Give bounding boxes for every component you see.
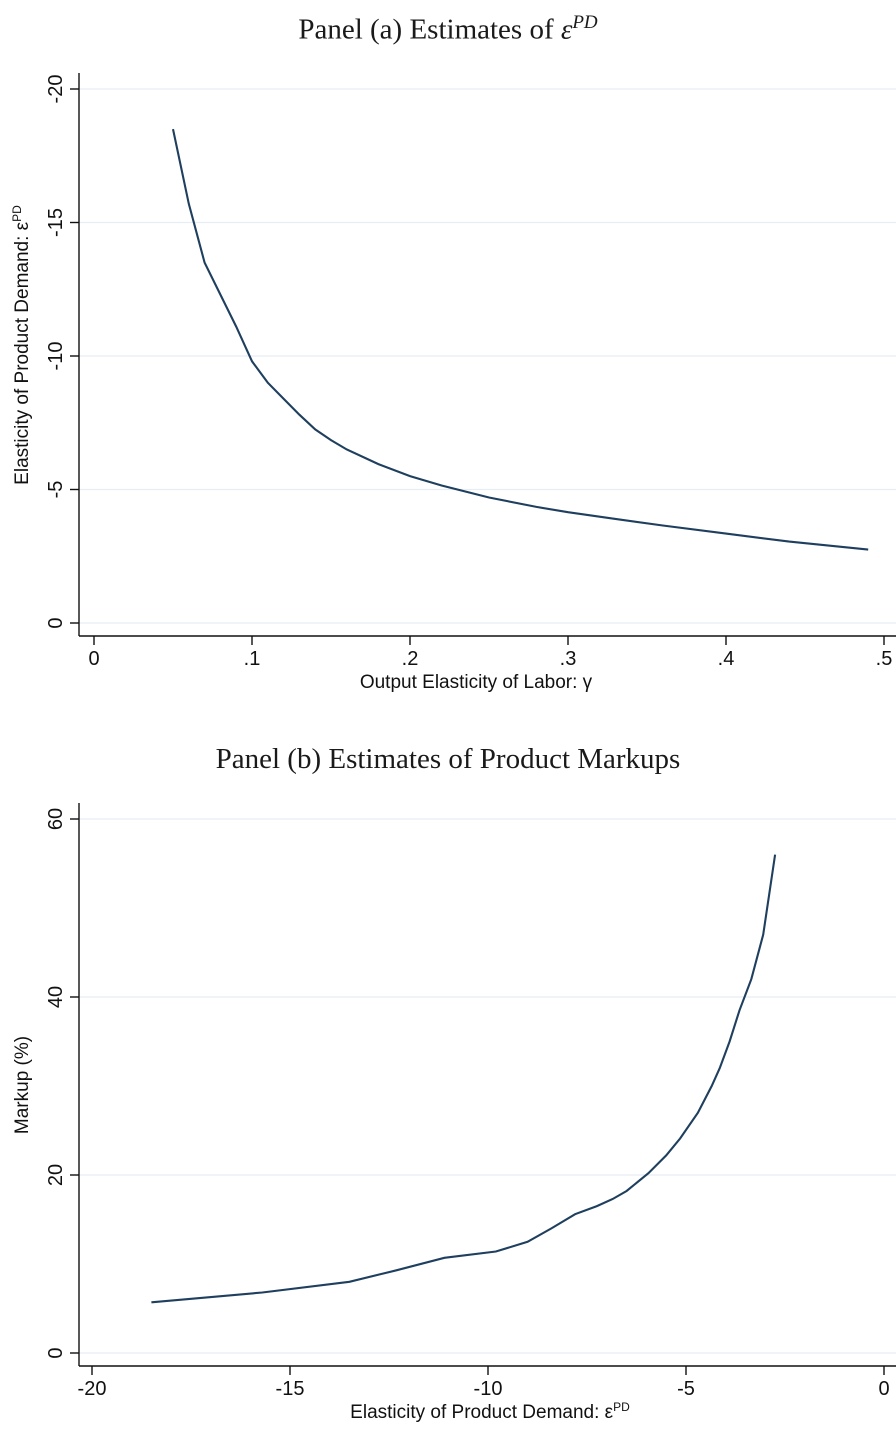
- panel-a-y-axis-title: Elasticity of Product Demand: εPD: [10, 205, 33, 485]
- panel-a-x-tick-label-2: .2: [402, 648, 419, 670]
- panel-b-x-tick-label-4: 0: [878, 1378, 889, 1400]
- panel-b-x-axis-title: Elasticity of Product Demand: εPD: [350, 1400, 630, 1423]
- panel-a-y-tick-label-4: -20: [45, 75, 67, 104]
- panel-a-y-tick-label-3: -15: [45, 208, 67, 237]
- panel-a-y-tick-label-0: 0: [45, 617, 67, 628]
- panel-b-y-axis-title: Markup (%): [12, 1036, 33, 1134]
- panel-a-x-tick-label-0: 0: [88, 648, 99, 670]
- panel-a-y-tick-label-1: -5: [45, 481, 67, 499]
- panel-b-x-axis-title-sup: PD: [613, 1400, 630, 1414]
- panel-a-x-tick-label-5: .5: [876, 648, 893, 670]
- panel-a-y-tick-label-2: -10: [45, 342, 67, 371]
- panel-a-chart: 0 -5 -10 -15 -20 0 .1 .2 .3 .4 .5 Output Elasticity…: [10, 73, 896, 693]
- panel-b-x-tick-label-3: -5: [677, 1378, 695, 1400]
- panel-a-x-tick-label-4: .4: [718, 648, 735, 670]
- panel-b-x-tick-label-2: -10: [474, 1378, 503, 1400]
- panel-a-series-line-0: [171, 128, 869, 551]
- panel-b-chart: 0 20 40 60 -20 -15 -10 -5 0 Elasticity of Product…: [12, 803, 896, 1423]
- panel-b-y-tick-label-2: 40: [45, 986, 67, 1008]
- panel-b-series-line-0: [151, 854, 777, 1304]
- panel-b-y-tick-label-3: 60: [45, 808, 67, 830]
- panel-a: Panel (a) Estimates of εPD 0 -5 -10 -15 -20 0…: [0, 0, 896, 705]
- panel-b-title: Panel (b) Estimates of Product Markups: [215, 743, 681, 775]
- panel-a-x-tick-label-1: .1: [244, 648, 261, 670]
- panel-a-title: Panel (a) Estimates of εPD: [0, 12, 896, 47]
- panel-b-y-tick-label-1: 20: [45, 1164, 67, 1186]
- panel-a-title-text: Panel (a) Estimates of: [298, 13, 561, 46]
- panel-b-x-tick-label-1: -15: [276, 1378, 305, 1400]
- panel-a-x-axis-title: Output Elasticity of Labor: γ: [360, 672, 593, 693]
- panel-a-title-sup: PD: [572, 12, 598, 33]
- panel-b: Panel (b) Estimates of Product Markups 0…: [0, 715, 896, 1431]
- panel-b-y-tick-label-0: 0: [45, 1347, 67, 1358]
- panel-a-title-symbol: ε: [560, 13, 573, 46]
- panel-b-x-tick-label-0: -20: [78, 1378, 107, 1400]
- panel-a-y-axis-title-sup: PD: [10, 205, 24, 222]
- panel-a-x-tick-label-3: .3: [560, 648, 577, 670]
